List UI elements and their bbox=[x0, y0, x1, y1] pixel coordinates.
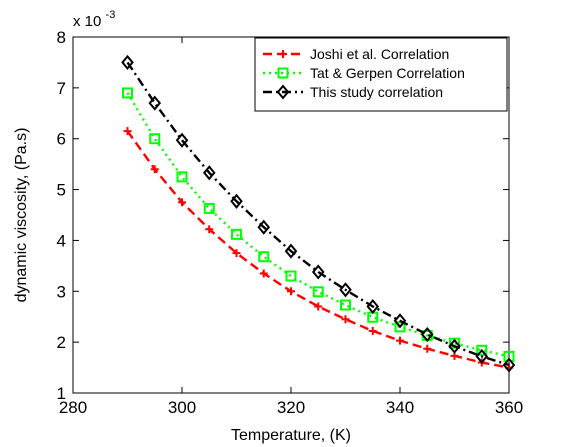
x-tick-label: 300 bbox=[168, 398, 196, 417]
data-point-diamond bbox=[311, 264, 325, 280]
data-point-diamond bbox=[366, 298, 380, 315]
legend-item: Joshi et al. Correlation bbox=[263, 46, 449, 62]
data-point-diamond bbox=[339, 282, 352, 298]
tick-labels: 280 300 320 340 360 1 2 3 4 5 6 7 8 bbox=[57, 28, 524, 417]
y-tick-label: 2 bbox=[57, 333, 66, 352]
y-tick-label: 3 bbox=[57, 282, 66, 301]
data-point-plus bbox=[287, 287, 295, 296]
legend-item: This study correlation bbox=[263, 84, 443, 100]
data-point-square bbox=[176, 171, 188, 183]
y-tick-label: 7 bbox=[57, 79, 66, 98]
data-point-plus bbox=[178, 198, 186, 207]
data-point-square bbox=[258, 251, 270, 263]
data-point-diamond bbox=[148, 95, 162, 111]
series-group bbox=[121, 54, 516, 373]
data-point-diamond bbox=[257, 219, 271, 235]
y-tick-label: 5 bbox=[57, 181, 66, 200]
data-point-square bbox=[149, 133, 161, 145]
data-point-plus bbox=[341, 315, 350, 324]
data-point-square bbox=[277, 67, 289, 79]
data-point-plus bbox=[123, 127, 132, 136]
data-point-plus bbox=[150, 165, 159, 174]
data-point-plus bbox=[314, 302, 323, 311]
data-point-diamond bbox=[121, 54, 134, 70]
series-line bbox=[126, 61, 510, 367]
data-point-plus bbox=[423, 344, 432, 353]
legend-item: Tat & Gerpen Correlation bbox=[263, 65, 465, 81]
data-point-diamond bbox=[175, 132, 189, 148]
data-point-square bbox=[231, 228, 242, 240]
data-point-diamond bbox=[502, 357, 516, 373]
data-point-diamond bbox=[276, 84, 290, 100]
data-point-plus bbox=[279, 50, 287, 58]
legend-label: Tat & Gerpen Correlation bbox=[310, 65, 465, 81]
y-tick-label: 6 bbox=[57, 130, 66, 149]
data-point-square bbox=[312, 286, 324, 298]
data-point-diamond bbox=[420, 326, 434, 343]
data-point-plus bbox=[205, 225, 214, 234]
legend-label: Joshi et al. Correlation bbox=[310, 46, 449, 62]
legend: Joshi et al. Correlation Tat & Gerpen Cor… bbox=[254, 37, 508, 112]
x-tick-label: 360 bbox=[495, 398, 523, 417]
data-point-plus bbox=[259, 269, 268, 278]
data-point-diamond bbox=[284, 243, 298, 259]
series-3 bbox=[121, 54, 516, 373]
x-tick-label: 280 bbox=[59, 398, 87, 417]
data-point-diamond bbox=[202, 165, 216, 181]
axis-ticks bbox=[72, 36, 510, 394]
data-point-plus bbox=[396, 336, 404, 345]
y-tick-label: 1 bbox=[57, 384, 66, 403]
data-point-square bbox=[203, 202, 215, 214]
data-point-square bbox=[285, 270, 297, 282]
series-line bbox=[126, 130, 510, 369]
data-point-diamond bbox=[230, 193, 243, 209]
data-point-square bbox=[394, 321, 406, 333]
data-point-square bbox=[340, 299, 351, 311]
y-multiplier-exponent: -3 bbox=[106, 9, 116, 21]
data-point-square bbox=[503, 350, 515, 362]
data-point-plus bbox=[368, 326, 377, 335]
x-axis-title: Temperature, (K) bbox=[231, 427, 351, 444]
data-point-diamond bbox=[448, 338, 461, 354]
x-tick-label: 340 bbox=[386, 398, 414, 417]
legend-box bbox=[254, 37, 508, 112]
y-tick-label: 8 bbox=[57, 28, 66, 47]
y-axis-title: dynamic viscosity, (Pa.s) bbox=[13, 128, 30, 303]
y-tick-label: 4 bbox=[57, 231, 66, 250]
data-point-plus bbox=[232, 249, 241, 258]
data-point-diamond bbox=[475, 348, 489, 364]
data-point-diamond bbox=[393, 313, 407, 329]
data-point-square bbox=[122, 87, 133, 99]
series-line bbox=[126, 92, 510, 358]
data-point-square bbox=[476, 344, 488, 356]
legend-label: This study correlation bbox=[310, 84, 443, 100]
x-tick-label: 320 bbox=[277, 398, 305, 417]
y-multiplier: x 10 -3 bbox=[73, 9, 115, 30]
